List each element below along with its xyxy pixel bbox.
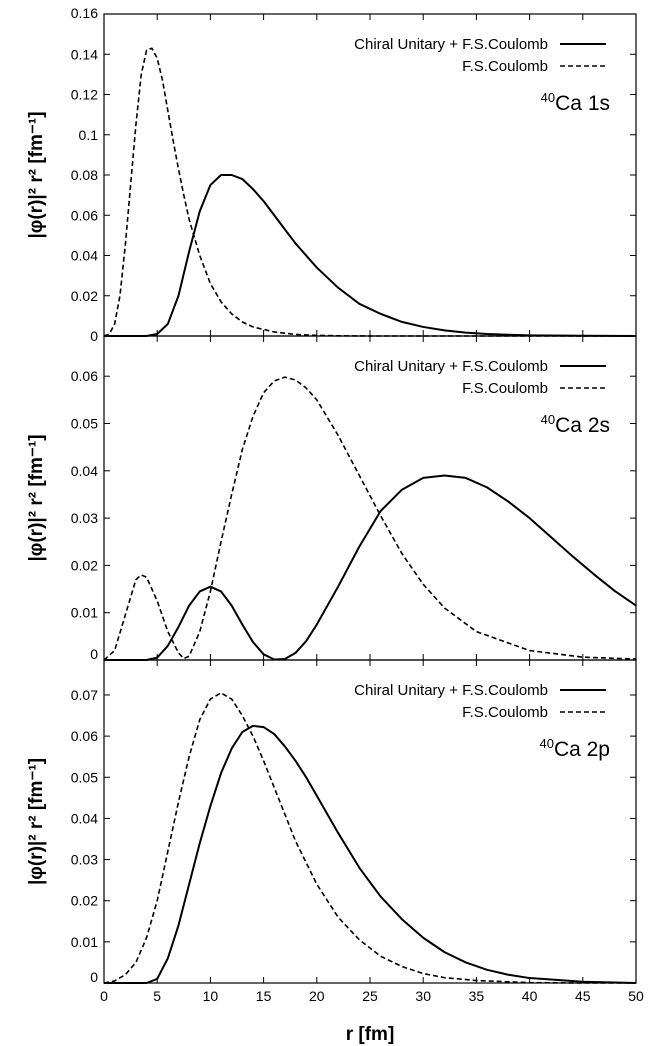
y-tick-label: 0.08 bbox=[71, 167, 98, 183]
y-tick-label: 0.1 bbox=[79, 127, 99, 143]
panel-label: 40Ca 2s bbox=[541, 412, 610, 437]
series-fs-coulomb-line bbox=[103, 47, 636, 337]
y-tick-label: 0.02 bbox=[71, 557, 98, 573]
y-tick-label: 0.05 bbox=[71, 416, 98, 432]
x-tick-label: 25 bbox=[362, 988, 378, 1004]
y-tick-label: 0.12 bbox=[71, 87, 98, 103]
y-axis-label: |φ(r)|² r² [fm⁻¹] bbox=[26, 434, 47, 561]
plot-frame bbox=[103, 13, 637, 337]
x-tick-label: 50 bbox=[628, 988, 644, 1004]
panel-label-state: Ca 2p bbox=[554, 738, 610, 761]
panel-2: 0 0.01 0.02 0.03 0.04 0.05 0.06 |φ(r)|² r² [fm⁻… bbox=[26, 335, 637, 662]
y-tick-label: 0.06 bbox=[71, 207, 98, 223]
legend-label: F.S.Coulomb bbox=[462, 380, 548, 397]
panel-label-state: Ca 2s bbox=[555, 414, 610, 437]
y-tick-label: 0 bbox=[90, 969, 98, 985]
legend-label: Chiral Unitary + F.S.Coulomb bbox=[354, 358, 548, 375]
y-tick-label: 0 bbox=[90, 646, 98, 662]
y-tick-label: 0.02 bbox=[71, 288, 98, 304]
y-tick-label: 0.01 bbox=[71, 605, 98, 621]
x-tick-label: 30 bbox=[415, 988, 431, 1004]
panel-label: 40Ca 1s bbox=[541, 90, 610, 115]
series-chiral-unitary-line bbox=[104, 724, 637, 984]
x-tick-label: 45 bbox=[575, 988, 591, 1004]
panel-label-isotope: 40 bbox=[541, 90, 555, 105]
x-tick-label: 0 bbox=[100, 988, 108, 1004]
panel-1: 0 0.02 0.04 0.06 0.08 0.1 0.12 0.14 0.16 |φ(r)|² … bbox=[26, 5, 637, 344]
y-tick-label: 0.04 bbox=[71, 810, 98, 826]
series-fs-coulomb-line bbox=[103, 376, 637, 661]
y-tick-label: 0.02 bbox=[71, 893, 98, 909]
legend-label: Chiral Unitary + F.S.Coulomb bbox=[354, 682, 548, 699]
y-tick-label: 0.06 bbox=[71, 368, 98, 384]
series-chiral-unitary-line bbox=[104, 174, 637, 337]
panel-3: 0 0.01 0.02 0.03 0.04 0.05 0.06 0.07 0 5 10 15 20 25 3… bbox=[26, 659, 644, 1004]
y-tick-label: 0.16 bbox=[71, 5, 98, 21]
x-tick-label: 5 bbox=[153, 988, 161, 1004]
y-tick-label: 0.01 bbox=[71, 934, 98, 950]
legend-label: Chiral Unitary + F.S.Coulomb bbox=[354, 36, 548, 53]
y-axis-label: |φ(r)|² r² [fm⁻¹] bbox=[26, 758, 47, 885]
legend-label: F.S.Coulomb bbox=[462, 58, 548, 75]
panel-label-state: Ca 1s bbox=[555, 92, 610, 115]
x-tick-label: 15 bbox=[256, 988, 272, 1004]
series-chiral-unitary-line bbox=[104, 474, 637, 661]
y-tick-label: 0.03 bbox=[71, 510, 98, 526]
y-tick-label: 0 bbox=[90, 328, 98, 344]
x-axis-label: r [fm] bbox=[346, 1024, 395, 1045]
panel-label-isotope: 40 bbox=[539, 736, 553, 751]
panel-label-isotope: 40 bbox=[541, 412, 555, 427]
y-tick-label: 0.14 bbox=[71, 46, 98, 62]
panel-label: 40Ca 2p bbox=[539, 736, 610, 761]
panels: 0 0.02 0.04 0.06 0.08 0.1 0.12 0.14 0.16 |φ(r)|² … bbox=[26, 5, 644, 1004]
legend-label: F.S.Coulomb bbox=[462, 704, 548, 721]
y-tick-label: 0.04 bbox=[71, 248, 98, 264]
x-tick-label: 20 bbox=[309, 988, 325, 1004]
y-tick-label: 0.04 bbox=[71, 463, 98, 479]
y-tick-label: 0.05 bbox=[71, 769, 98, 785]
y-tick-label: 0.03 bbox=[71, 852, 98, 868]
y-tick-label: 0.07 bbox=[71, 687, 98, 703]
x-tick-label: 35 bbox=[469, 988, 485, 1004]
y-axis-label: |φ(r)|² r² [fm⁻¹] bbox=[26, 111, 47, 238]
y-tick-label: 0.06 bbox=[71, 728, 98, 744]
plot-frame bbox=[103, 335, 637, 661]
series-fs-coulomb-line bbox=[103, 692, 636, 984]
x-tick-label: 10 bbox=[203, 988, 219, 1004]
plot-frame bbox=[103, 659, 637, 984]
x-tick-label: 40 bbox=[522, 988, 538, 1004]
